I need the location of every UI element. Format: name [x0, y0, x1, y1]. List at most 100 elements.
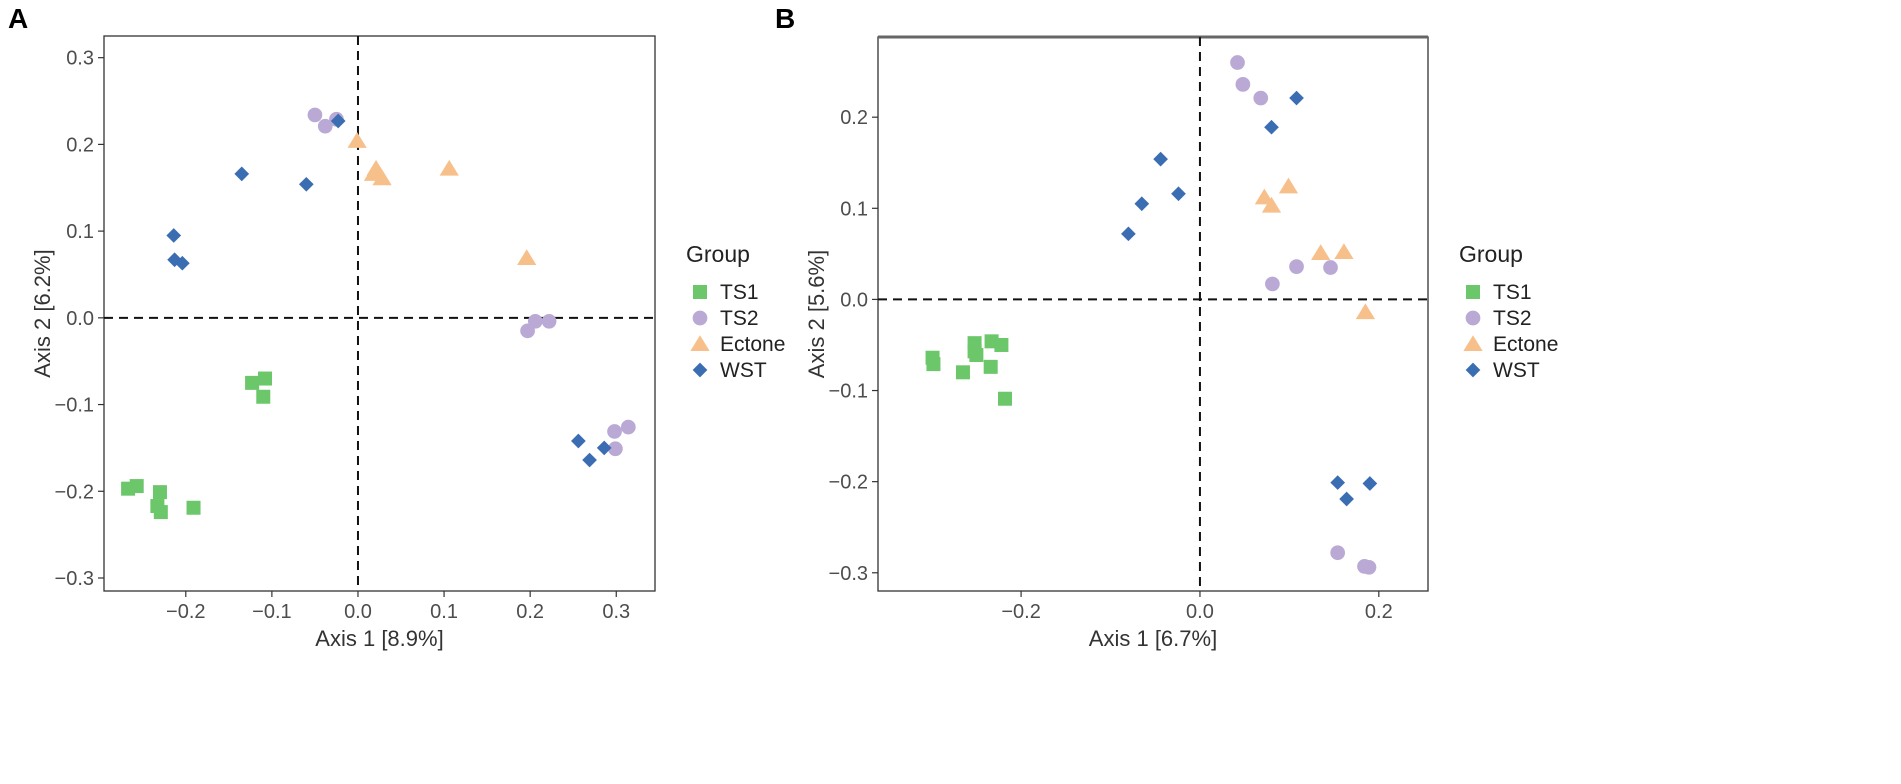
panel-label-a: A: [8, 3, 28, 34]
point-wst: [1362, 476, 1378, 491]
point-ectone: [1334, 243, 1354, 260]
point-wst: [571, 433, 586, 449]
legend-label-wst: WST: [720, 359, 767, 382]
legend-key-ts1: [1466, 285, 1480, 299]
y-axis-title-a: Axis 2 [6.2%]: [30, 249, 55, 377]
legend-key-ectone: [690, 335, 710, 351]
point-wst: [234, 166, 250, 182]
y-tick-label-a: 0.1: [66, 221, 94, 243]
point-ts1: [186, 500, 201, 515]
series-ts2-a: [307, 107, 636, 457]
point-ts2: [1323, 260, 1338, 275]
point-ts2: [607, 424, 622, 439]
x-axis-title-a: Axis 1 [8.9%]: [315, 626, 443, 651]
point-ts1: [926, 357, 941, 372]
point-ts2: [608, 441, 623, 457]
point-wst: [1121, 226, 1136, 242]
panel-label-b: B: [775, 3, 795, 34]
point-ectone: [517, 249, 537, 265]
x-tick-label-a: −0.2: [166, 601, 205, 623]
series-wst-b: [1121, 90, 1378, 507]
legend-label-ectone: Ectone: [720, 333, 785, 356]
legend-label-ts2: TS2: [720, 307, 759, 330]
point-ts1: [955, 365, 970, 380]
series-ectone-b: [1254, 177, 1376, 320]
point-ectone: [1254, 188, 1274, 205]
legend-key-ts2: [692, 310, 708, 326]
y-tick-label-a: −0.3: [55, 568, 94, 590]
point-wst: [582, 452, 597, 468]
point-ts1: [152, 485, 167, 500]
y-tick-label-a: 0.3: [66, 48, 94, 70]
series-ts1-b: [925, 334, 1012, 406]
plot-frame-a: [103, 35, 656, 592]
point-ts1: [997, 391, 1012, 406]
point-ts2: [317, 118, 333, 134]
point-ts2: [1253, 90, 1269, 106]
y-tick-label-a: −0.1: [55, 395, 94, 417]
point-ts2: [1330, 545, 1346, 561]
point-ts1: [256, 389, 271, 404]
series-ectone-a: [347, 132, 537, 265]
x-tick-label-b: 0.2: [1365, 601, 1393, 623]
x-tick-label-a: 0.3: [602, 601, 630, 623]
legend-a: Group TS1 TS2 Ectone WST: [686, 241, 785, 382]
point-wst: [1289, 90, 1304, 106]
point-wst: [166, 228, 182, 243]
series-ts2-b: [1230, 55, 1377, 575]
point-wst: [330, 113, 346, 129]
point-wst: [1330, 475, 1346, 490]
legend-label-ts1: TS1: [1493, 281, 1532, 304]
y-axis-title-b: Axis 2 [5.6%]: [804, 250, 829, 378]
x-tick-label-b: −0.2: [1001, 601, 1040, 623]
legend-label-ts1: TS1: [720, 281, 759, 304]
legend-label-ts2: TS2: [1493, 307, 1532, 330]
point-ts2: [1235, 77, 1251, 92]
plot-frame-b: [877, 36, 1429, 592]
point-ts1: [153, 505, 168, 520]
point-ts2: [1265, 276, 1280, 292]
legend-key-ts1: [693, 285, 707, 299]
x-tick-label-a: 0.0: [344, 601, 372, 623]
legend-title-a: Group: [686, 241, 750, 267]
series-wst-a: [166, 113, 612, 468]
x-tick-label-a: −0.1: [252, 601, 291, 623]
point-ts1: [129, 479, 144, 494]
point-ectone: [1311, 244, 1331, 260]
point-ectone: [372, 169, 392, 186]
point-ectone: [1261, 196, 1282, 213]
y-tick-label-b: −0.2: [829, 472, 868, 494]
legend-b: Group TS1 TS2 Ectone WST: [1459, 241, 1558, 382]
y-tick-label-a: 0.2: [66, 134, 94, 156]
point-ts2: [1230, 55, 1245, 70]
legend-key-ectone: [1463, 335, 1483, 351]
x-tick-label-a: 0.1: [430, 601, 458, 623]
point-ts2: [1289, 259, 1304, 274]
point-wst: [1153, 151, 1168, 167]
y-tick-label-a: 0.0: [66, 308, 94, 330]
point-wst: [1171, 186, 1186, 202]
point-ectone: [1355, 303, 1376, 320]
point-wst: [298, 176, 314, 192]
point-ectone: [1278, 177, 1299, 194]
point-ts1: [257, 371, 272, 386]
point-ectone: [347, 132, 367, 148]
legend-label-ectone: Ectone: [1493, 333, 1558, 356]
panel-a: A −0.2 −0.1 0.0 0.1 0.2 0.3 −0.3 −0.2 −0.1 0.0 0.1 0…: [8, 3, 656, 651]
point-ts2: [620, 419, 636, 435]
point-ts2: [307, 107, 323, 123]
y-tick-label-b: 0.2: [840, 107, 868, 129]
legend-key-wst: [1465, 362, 1481, 378]
y-tick-label-b: 0.1: [840, 198, 868, 220]
legend-title-b: Group: [1459, 241, 1523, 267]
point-ts1: [969, 348, 984, 363]
y-tick-label-b: −0.3: [829, 563, 868, 585]
legend-key-ts2: [1465, 310, 1481, 326]
y-tick-label-a: −0.2: [55, 481, 94, 503]
y-tick-label-b: −0.1: [829, 381, 868, 403]
point-ts2: [541, 313, 557, 329]
point-ts2: [527, 313, 543, 329]
point-wst: [174, 255, 190, 271]
point-wst: [1264, 119, 1279, 135]
